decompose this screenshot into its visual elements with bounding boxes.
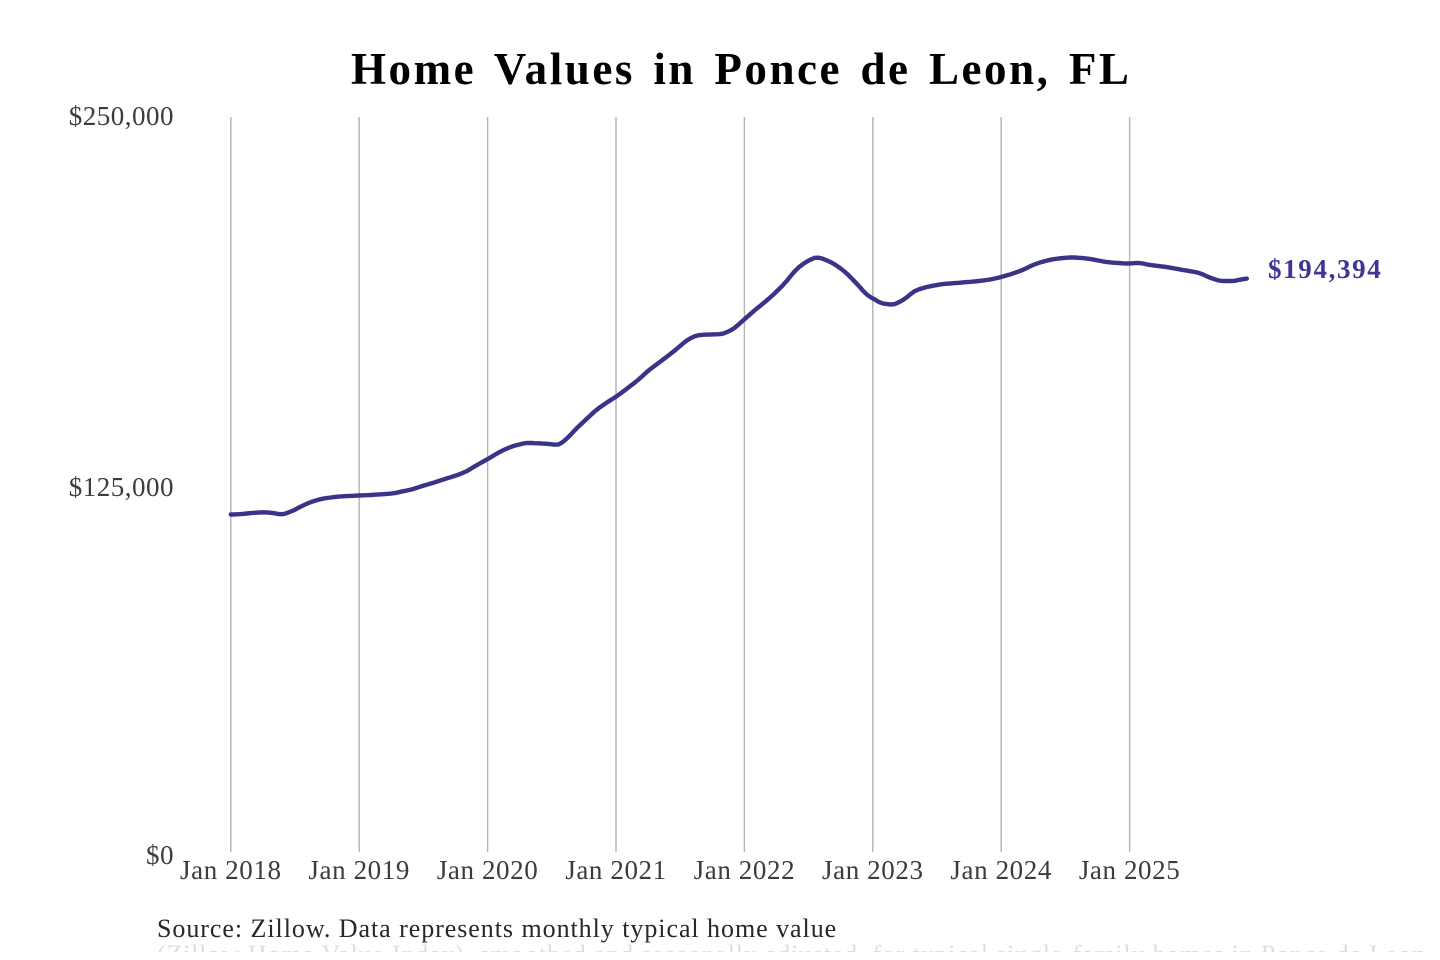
svg-text:Jan 2023: Jan 2023 <box>822 855 924 885</box>
svg-text:Home Values in Ponce de Leon,: Home Values in Ponce de Leon, FL <box>351 44 1132 94</box>
svg-text:$0: $0 <box>146 840 174 870</box>
svg-text:Jan 2024: Jan 2024 <box>950 855 1052 885</box>
svg-text:Jan 2021: Jan 2021 <box>565 855 667 885</box>
svg-text:$194,394: $194,394 <box>1268 254 1382 284</box>
svg-text:$250,000: $250,000 <box>69 101 174 131</box>
svg-text:Jan 2018: Jan 2018 <box>180 855 282 885</box>
svg-text:Source: Zillow. Data represent: Source: Zillow. Data represents monthly … <box>157 914 837 943</box>
svg-text:Jan 2025: Jan 2025 <box>1079 855 1181 885</box>
svg-text:Jan 2019: Jan 2019 <box>308 855 410 885</box>
svg-text:Jan 2022: Jan 2022 <box>694 855 796 885</box>
svg-text:$125,000: $125,000 <box>69 472 174 502</box>
svg-text:Jan 2020: Jan 2020 <box>437 855 539 885</box>
